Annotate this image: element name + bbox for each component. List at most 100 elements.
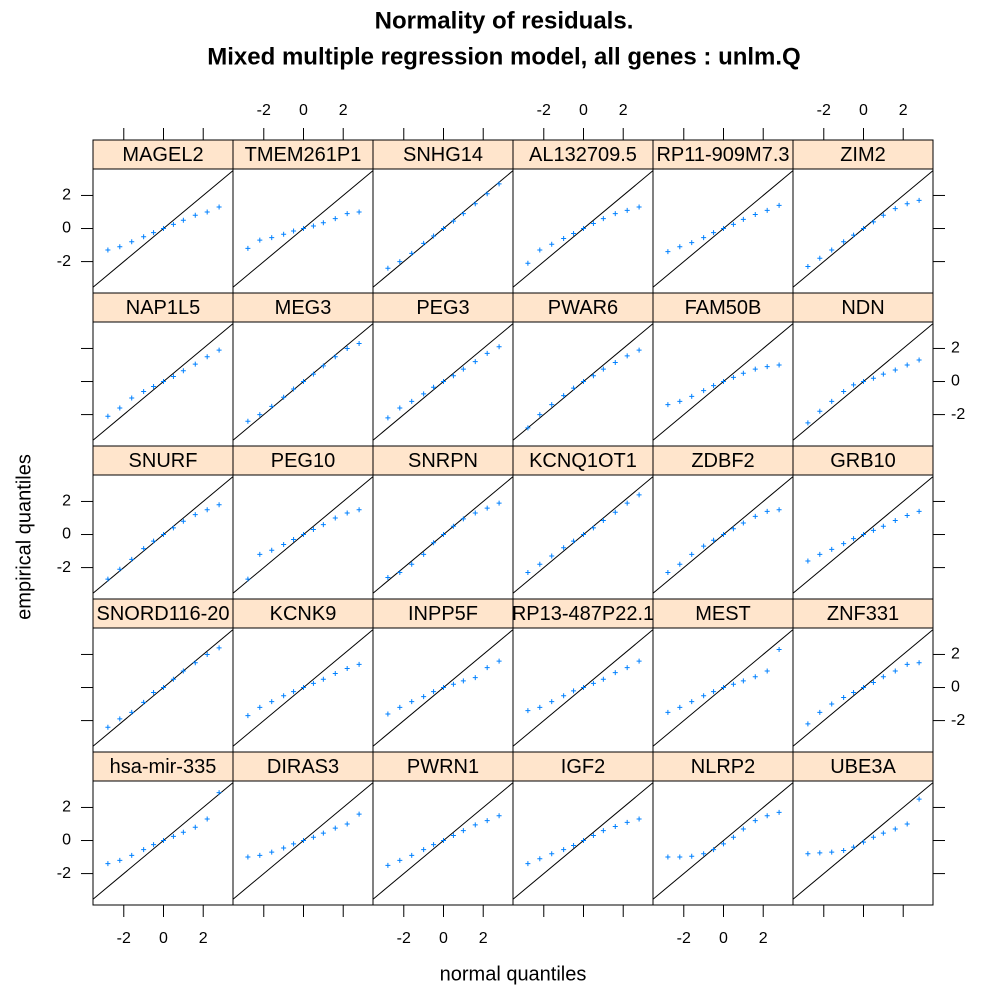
point (624, 353, 630, 359)
strip-label: SNORD116-20 (96, 603, 229, 625)
point (484, 191, 490, 197)
point (281, 394, 287, 400)
point (192, 212, 198, 218)
point (904, 201, 910, 207)
point (310, 680, 316, 686)
strip-label: hsa-mir-335 (110, 756, 217, 778)
strip-label: DIRAS3 (267, 756, 339, 778)
strip-label: UBE3A (830, 756, 896, 778)
point (841, 541, 847, 547)
point (344, 666, 350, 672)
point (689, 699, 695, 705)
point (484, 505, 490, 511)
point (472, 510, 478, 516)
point (580, 379, 586, 385)
point (160, 532, 166, 538)
point (216, 502, 222, 508)
strip (792, 751, 934, 782)
point (525, 425, 531, 431)
point (397, 405, 403, 411)
point (549, 851, 555, 857)
point (612, 509, 618, 515)
reference-line (653, 782, 793, 900)
point (880, 371, 886, 377)
point (180, 829, 186, 835)
point (344, 510, 350, 516)
y-tick-label: -2 (57, 253, 71, 270)
y-tick-label: 2 (951, 340, 960, 357)
point (269, 699, 275, 705)
point (409, 398, 415, 404)
point (689, 240, 695, 246)
point (460, 366, 466, 372)
point (730, 374, 736, 380)
strip (652, 445, 794, 476)
point (829, 398, 835, 404)
point (431, 233, 437, 239)
point (151, 689, 157, 695)
point (320, 363, 326, 369)
point (711, 847, 717, 853)
point (300, 838, 306, 844)
point (269, 403, 275, 409)
point (752, 211, 758, 217)
point (257, 412, 263, 418)
point (860, 226, 866, 232)
point (180, 518, 186, 524)
point (665, 570, 671, 576)
x-tick-label: 2 (339, 102, 348, 119)
point (892, 668, 898, 674)
point (385, 862, 391, 868)
point (160, 838, 166, 844)
point (160, 685, 166, 691)
x-tick-label: 2 (899, 102, 908, 119)
point (450, 523, 456, 529)
point (117, 566, 123, 572)
point (117, 857, 123, 863)
point (356, 340, 362, 346)
point (440, 226, 446, 232)
point (356, 507, 362, 513)
point (525, 708, 531, 714)
point (472, 201, 478, 207)
point (421, 847, 427, 853)
point (117, 405, 123, 411)
point (580, 685, 586, 691)
point (600, 828, 606, 834)
point (537, 412, 543, 418)
strip-label: MAGEL2 (122, 144, 203, 166)
point (151, 538, 157, 544)
point (170, 525, 176, 531)
point (192, 824, 198, 830)
point (805, 264, 811, 270)
point (677, 854, 683, 860)
point (860, 379, 866, 385)
point (117, 716, 123, 722)
point (612, 823, 618, 829)
point (764, 668, 770, 674)
point (344, 345, 350, 351)
point (269, 547, 275, 553)
point (764, 508, 770, 514)
point (600, 517, 606, 523)
point (180, 217, 186, 223)
point (472, 359, 478, 365)
point (580, 532, 586, 538)
point (665, 709, 671, 715)
point (160, 226, 166, 232)
point (561, 847, 567, 853)
point (216, 347, 222, 353)
point (720, 226, 726, 232)
y-tick-label: -2 (57, 559, 71, 576)
point (281, 541, 287, 547)
point (916, 796, 922, 802)
point (571, 385, 577, 391)
point (860, 685, 866, 691)
point (870, 680, 876, 686)
point (851, 844, 857, 850)
point (170, 676, 176, 682)
point (397, 857, 403, 863)
point (356, 661, 362, 667)
y-tick-label: 0 (951, 679, 960, 696)
